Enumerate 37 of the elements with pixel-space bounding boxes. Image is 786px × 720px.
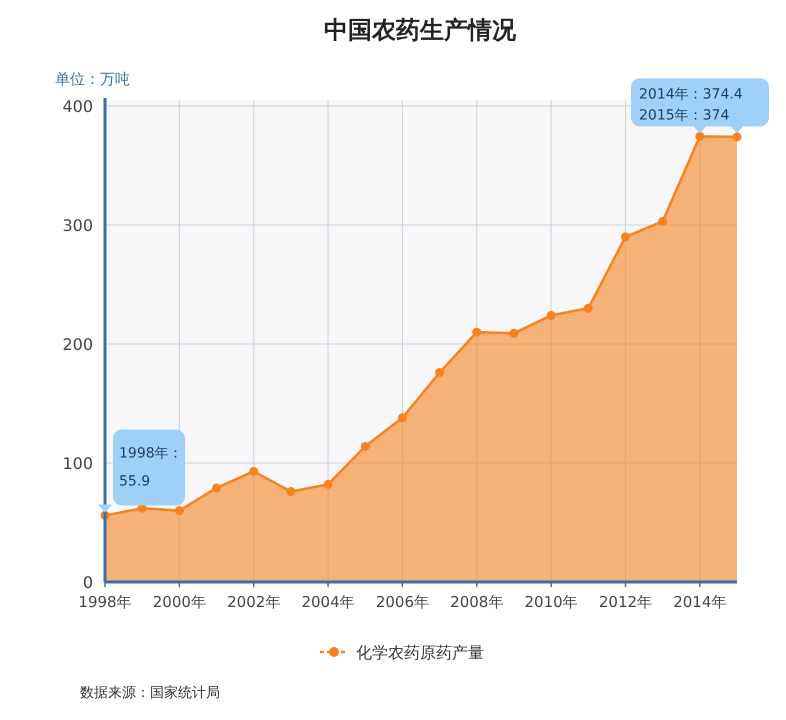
point	[584, 304, 593, 313]
y-tick-label: 200	[62, 334, 93, 354]
legend-label: 化学农药原药产量	[356, 643, 484, 662]
point	[249, 466, 258, 476]
x-tick-label: 2002年	[227, 593, 280, 611]
chart-title: 中国农药生产情况	[324, 16, 517, 44]
y-tick-label: 0	[82, 573, 93, 592]
point	[324, 480, 333, 489]
x-tick-label: 2006年	[376, 593, 430, 611]
point	[695, 132, 704, 141]
point	[509, 328, 518, 338]
point	[472, 328, 482, 337]
point	[435, 368, 444, 378]
point	[620, 232, 630, 242]
point	[174, 506, 184, 516]
x-tick-label: 2008年	[450, 593, 504, 611]
annotation: 1998年：55.9	[119, 445, 183, 490]
point	[360, 442, 370, 451]
x-tick-label: 1998年	[78, 593, 132, 611]
x-tick-label: 2004年	[301, 593, 355, 611]
x-tick-label: 2014年	[673, 593, 726, 611]
source-note: 数据来源：国家统计局	[80, 685, 220, 701]
point	[546, 310, 556, 320]
point	[398, 413, 407, 422]
y-axis-title: 单位：万吨	[55, 70, 130, 88]
y-tick-label: 100	[62, 454, 93, 473]
point	[212, 483, 222, 492]
x-tick-label: 2000年	[152, 593, 206, 611]
point	[286, 487, 296, 496]
annotation: 2015年：374	[639, 107, 730, 124]
y-tick-label: 400	[62, 96, 93, 116]
point	[732, 132, 742, 142]
x-tick-label: 2010年	[524, 593, 578, 611]
point	[658, 216, 668, 226]
y-tick-label: 300	[62, 216, 93, 235]
annotation: 2014年：374.4	[639, 86, 743, 102]
x-tick-label: 2012年	[598, 593, 652, 611]
